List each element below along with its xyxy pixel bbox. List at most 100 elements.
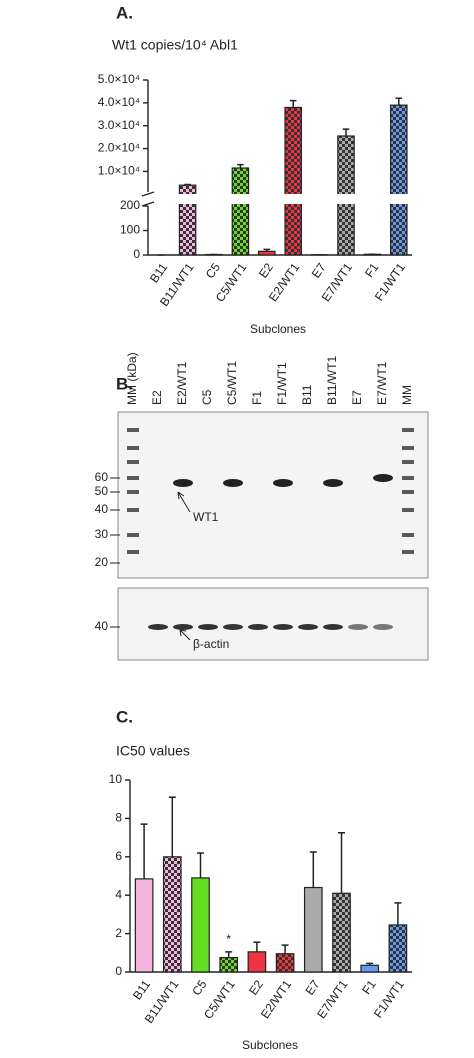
bar xyxy=(284,106,302,256)
panel-label: B. xyxy=(116,374,133,393)
band-label: β-actin xyxy=(193,637,229,651)
bar xyxy=(162,856,182,973)
ladder-band xyxy=(402,508,414,512)
panel-label: A. xyxy=(116,3,133,22)
ladder-band xyxy=(402,533,414,537)
y-tick-label: 1.0×10⁴ xyxy=(98,164,140,178)
blot-band xyxy=(198,624,218,630)
blot-band xyxy=(223,624,243,630)
lane-label: B11 xyxy=(300,384,314,405)
y-tick-label: 3.0×10⁴ xyxy=(98,118,140,132)
error-bar xyxy=(197,852,204,878)
lane-label: F1/WT1 xyxy=(275,362,289,405)
x-tick-label: F1 xyxy=(359,977,379,997)
y-tick-label: 4.0×10⁴ xyxy=(98,95,140,109)
y-tick-label: 5.0×10⁴ xyxy=(98,72,140,86)
ladder-band xyxy=(402,550,414,554)
band-label: WT1 xyxy=(193,510,219,524)
y-tick-label: 0 xyxy=(115,964,122,978)
error-bar xyxy=(309,851,317,888)
ladder-band xyxy=(402,428,414,432)
ladder-band xyxy=(127,460,139,464)
error-bar xyxy=(237,163,244,168)
x-tick-label: B11 xyxy=(130,977,153,1002)
ladder-band xyxy=(402,490,414,494)
x-tick-label: F1/WT1 xyxy=(371,977,407,1020)
x-tick-label: C5 xyxy=(203,260,223,281)
bar xyxy=(390,104,408,256)
ladder-band xyxy=(127,533,139,537)
blot-band xyxy=(273,479,293,487)
error-bar xyxy=(168,796,176,857)
y-tick-label: 0 xyxy=(133,247,140,261)
bar xyxy=(191,877,210,973)
mw-label: 20 xyxy=(95,555,109,569)
x-tick-label: C5 xyxy=(189,977,209,998)
blot-band xyxy=(248,624,268,630)
error-bar xyxy=(263,248,271,252)
blot: MM (kDa) E2 E2/WT1 C5 C5/WT1 F1 F1/WT1 B11 B11/W… xyxy=(95,352,415,651)
lane-label: E7 xyxy=(350,390,364,405)
lane-label: C5/WT1 xyxy=(225,361,239,405)
blot-upper xyxy=(117,411,429,579)
lane-label: C5 xyxy=(200,389,214,405)
bar xyxy=(231,167,250,256)
blot-band xyxy=(223,479,243,487)
bar xyxy=(275,953,295,973)
bar xyxy=(258,250,276,256)
error-bar xyxy=(253,941,261,952)
lane-label: E2 xyxy=(150,390,164,405)
blot-band xyxy=(273,624,293,630)
x-axis-label: Subclones xyxy=(242,1038,298,1052)
annotation: * xyxy=(226,932,231,946)
y-tick-label: 8 xyxy=(115,811,122,825)
x-tick-label: E7 xyxy=(302,977,322,997)
mw-label: 50 xyxy=(95,484,109,498)
y-tick-label: 2 xyxy=(115,926,122,940)
y-tick-label: 100 xyxy=(120,223,140,237)
axis-break xyxy=(142,194,414,204)
chart-title: Wt1 copies/10⁴ Abl1 xyxy=(112,37,238,53)
blot-band xyxy=(323,624,343,630)
break-mark xyxy=(141,191,155,207)
lane-label: MM xyxy=(400,385,414,405)
mw-label: 60 xyxy=(95,470,109,484)
ladder-band xyxy=(127,428,139,432)
mw-label: 30 xyxy=(95,527,109,541)
y-tick-label: 10 xyxy=(109,772,123,786)
lane-label: F1 xyxy=(250,391,264,405)
bar xyxy=(303,886,323,973)
blot-lower xyxy=(117,587,429,661)
ladder-band xyxy=(127,508,139,512)
blot-band xyxy=(173,624,193,630)
lane-label: B11/WT1 xyxy=(325,356,339,405)
panel-label: C. xyxy=(116,707,133,726)
bar xyxy=(388,924,408,973)
arrow xyxy=(177,491,191,513)
error-bar xyxy=(140,823,148,879)
lane-label: E2/WT1 xyxy=(175,361,189,405)
blot-band xyxy=(298,624,318,630)
ladder-band xyxy=(402,460,414,464)
ladder-band xyxy=(127,550,139,554)
bar xyxy=(332,892,351,973)
error-bar xyxy=(394,902,402,925)
error-bar xyxy=(395,97,403,106)
x-tick-label: B11 xyxy=(147,260,170,285)
x-tick-label: F1 xyxy=(362,260,382,280)
y-tick-label: 4 xyxy=(115,887,122,901)
error-bar xyxy=(281,944,289,954)
x-tick-label: E2 xyxy=(256,260,276,280)
mw-label: 40 xyxy=(95,619,109,633)
bar xyxy=(360,964,380,973)
y-tick-label: 6 xyxy=(115,849,122,863)
arrow xyxy=(179,629,191,641)
blot-band xyxy=(373,624,393,630)
error-bar xyxy=(184,183,191,186)
bar xyxy=(219,956,239,973)
ladder-band xyxy=(127,476,139,480)
x-axis-label: Subclones xyxy=(250,322,306,336)
y-tick-label: 2.0×10⁴ xyxy=(98,141,140,155)
